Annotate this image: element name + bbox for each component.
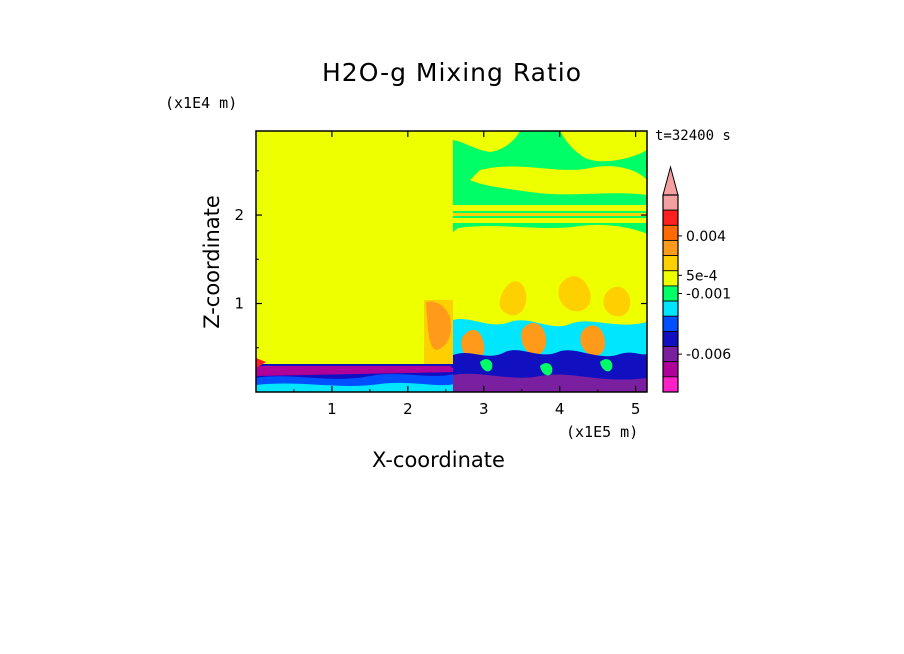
y-axis-unit: (x1E4 m): [165, 94, 238, 112]
field-region-upper-right-patch4: [453, 224, 647, 262]
colorbar-swatch: [662, 376, 679, 393]
x-axis-unit: (x1E5 m): [566, 423, 639, 441]
field-region-right-plume3: [603, 286, 631, 317]
colorbar-swatch: [662, 224, 679, 241]
colorbar-swatch: [662, 315, 679, 332]
time-label: t=32400 s: [655, 128, 731, 144]
x-tick-label: 5: [631, 400, 641, 418]
field-region-right-plume1: [499, 281, 527, 316]
field-region-right-orange-plumes: [461, 323, 606, 361]
x-axis-label: X-coordinate: [372, 448, 505, 472]
field-region-boundary-streak: [256, 382, 454, 392]
plot-frame: [255, 130, 648, 393]
field-region-upper-right-patch3: [470, 166, 647, 195]
colorbar-swatch: [662, 330, 679, 347]
colorbar-swatch: [662, 194, 679, 211]
colorbar-swatch: [662, 240, 679, 257]
colorbar-swatch: [662, 361, 679, 378]
field-region-right-purple-base: [453, 373, 647, 392]
field-region-boundary-top: [256, 366, 458, 376]
field-region-right-plume2: [558, 276, 591, 312]
y-ticks: 12: [234, 170, 647, 349]
y-tick-label: 1: [234, 295, 244, 313]
field-region-band3: [453, 218, 647, 223]
field-region-band2: [453, 213, 647, 216]
field-region-right-green-spots: [480, 359, 613, 376]
colorbar-swatch: [662, 255, 679, 272]
field-region-upper-left: [256, 131, 453, 367]
colorbar-swatch: [662, 300, 679, 317]
colorbar-swatch: [662, 270, 679, 287]
colorbar-label: 0.004: [686, 229, 726, 245]
colorbar-label: -0.001: [686, 287, 731, 303]
chart-title: H2O-g Mixing Ratio: [321, 58, 583, 87]
colorbar-label: 5e-4: [686, 268, 718, 284]
x-tick-label: 1: [327, 400, 337, 418]
field-region-band1: [453, 205, 647, 211]
field-region-upper-right-patch2: [560, 131, 647, 162]
colorbar-extend-arrow: [662, 165, 679, 196]
contour-field: [256, 131, 647, 392]
field-region-upper-right-patch1: [453, 131, 520, 152]
x-tick-label: 4: [555, 400, 565, 418]
field-region-left-edge: [256, 358, 266, 368]
x-tick-label: 3: [479, 400, 489, 418]
colorbar-swatch: [662, 285, 679, 302]
colorbar-label: -0.006: [686, 347, 731, 363]
x-tick-label: 2: [403, 400, 413, 418]
colorbar-swatch: [662, 346, 679, 363]
colorbar: 0.004 5e-4 -0.001 -0.006: [662, 165, 731, 393]
colorbar-swatch: [662, 209, 679, 226]
y-tick-label: 2: [234, 206, 244, 224]
field-region-left-patch: [426, 301, 452, 350]
x-ticks: 1 2 3 4 5: [293, 131, 641, 418]
